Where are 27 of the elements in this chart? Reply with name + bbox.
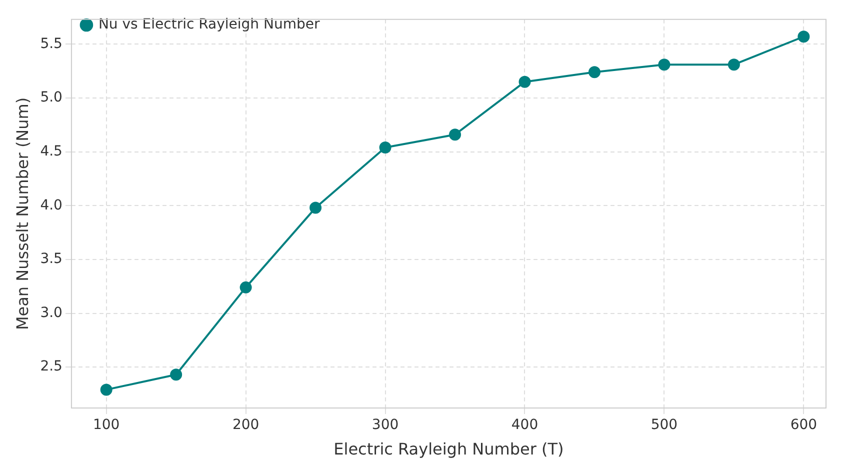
point [658, 58, 670, 71]
point [310, 202, 322, 214]
point [518, 76, 531, 88]
x-tick-label: 200 [232, 417, 260, 434]
point [588, 66, 600, 78]
y-tick-label: 3.0 [40, 304, 62, 321]
x-tick-label: 400 [511, 417, 538, 434]
point [449, 128, 462, 141]
point [798, 30, 810, 43]
point [170, 368, 182, 381]
y-tick-label: 4.5 [40, 143, 62, 160]
x-tick-label: 300 [372, 417, 399, 434]
point [728, 58, 740, 71]
point [379, 142, 392, 154]
point [240, 281, 252, 294]
y-tick-label: 3.5 [40, 251, 62, 268]
point [100, 384, 112, 396]
x-axis-title: Electric Rayleigh Number (T) [334, 440, 564, 459]
y-tick-label: 5.0 [40, 90, 62, 106]
y-tick-label: 4.0 [40, 197, 62, 214]
y-tick-label: 2.5 [40, 358, 62, 375]
legend-label: Nu vs Electric Rayleigh Number [98, 16, 320, 33]
y-axis-title: Mean Nusselt Number (Num) [12, 97, 32, 330]
x-tick-label: 100 [92, 417, 120, 434]
x-tick-label: 500 [650, 417, 678, 434]
y-tick-label: 5.5 [40, 36, 62, 52]
x-tick-label: 600 [790, 417, 818, 434]
